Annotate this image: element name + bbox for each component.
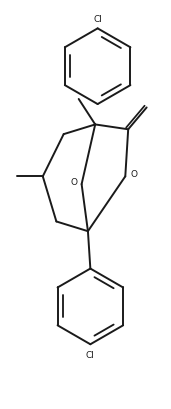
Text: O: O [130, 170, 137, 179]
Text: Cl: Cl [93, 14, 102, 23]
Text: O: O [70, 178, 77, 187]
Text: Cl: Cl [86, 351, 95, 360]
